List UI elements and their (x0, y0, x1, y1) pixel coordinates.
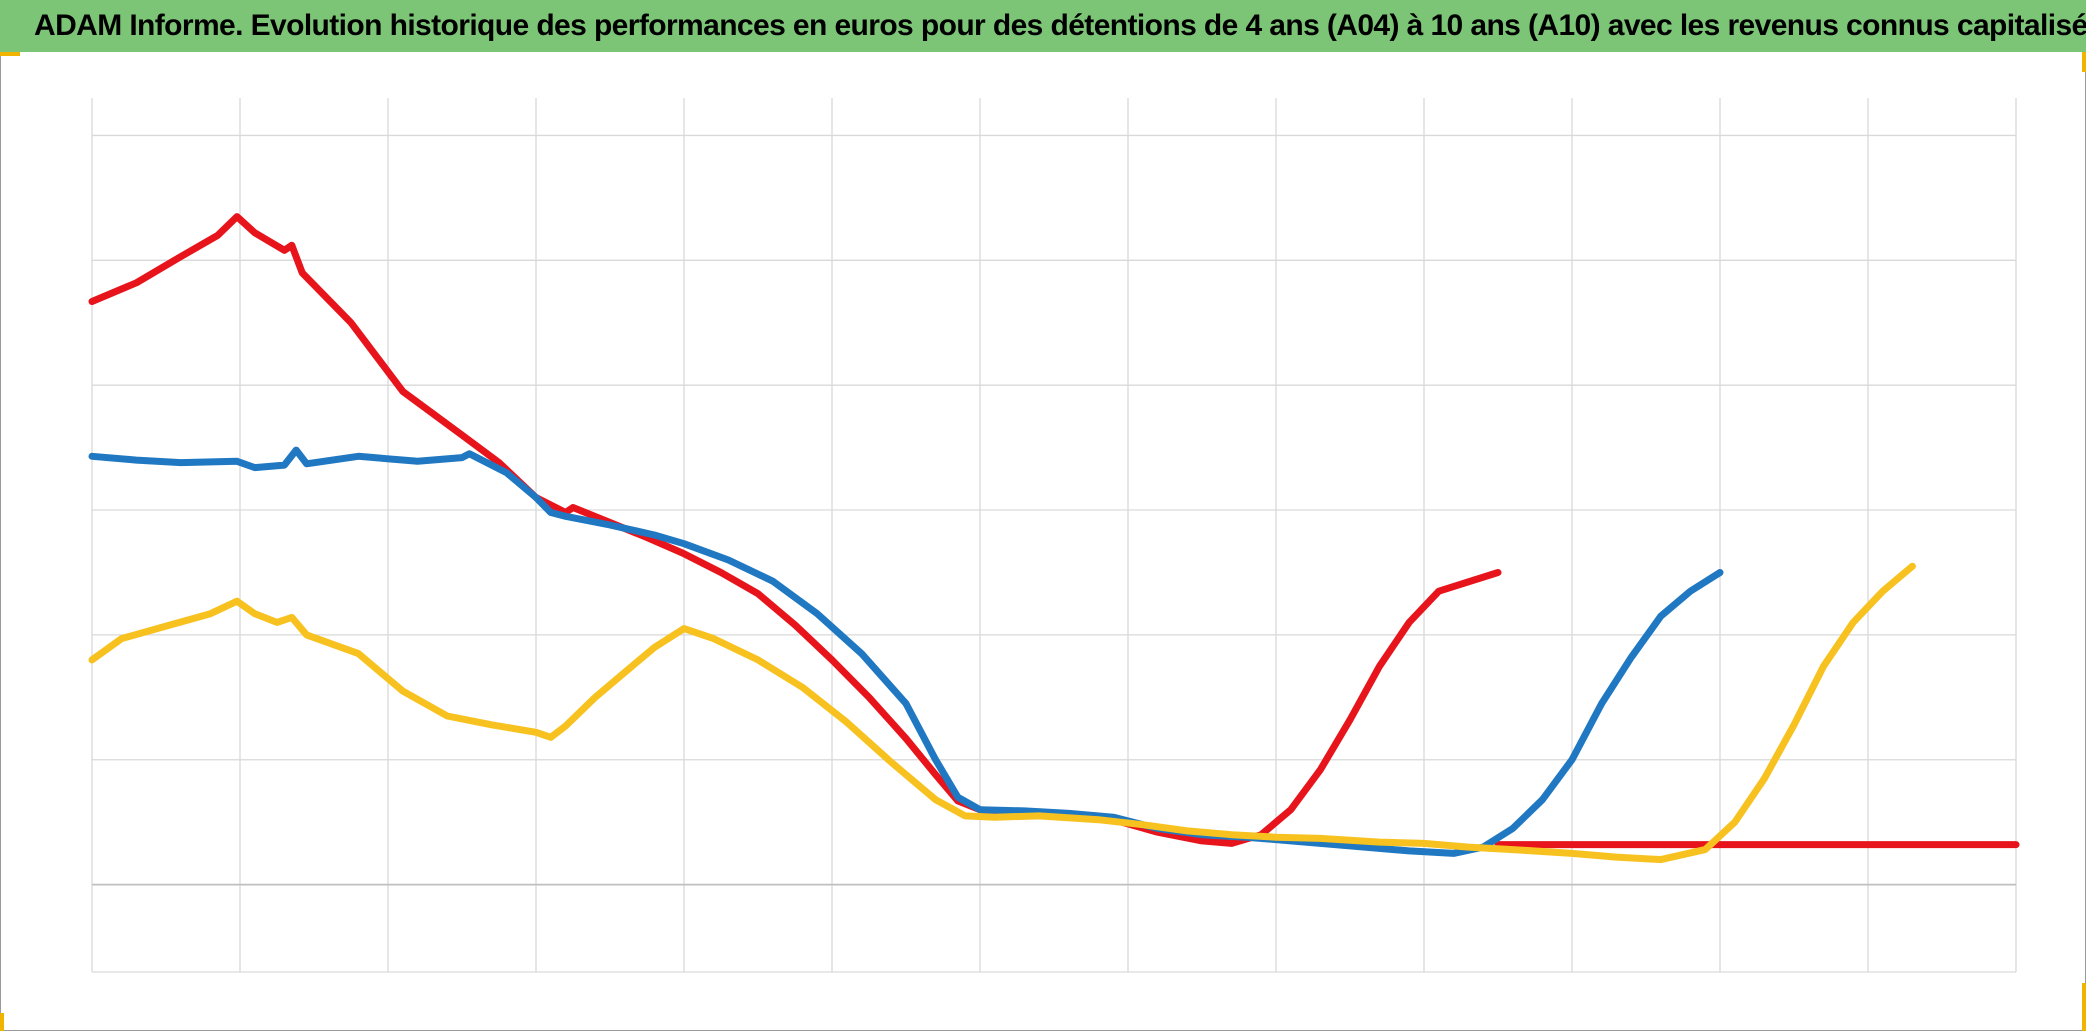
series-0 (88, 213, 2020, 849)
series-line-0 (88, 213, 2020, 849)
series-line-1 (88, 446, 1724, 857)
selection-handle-bottom-right[interactable] (2082, 983, 2086, 1031)
series-line-2 (88, 562, 1916, 864)
series-2 (88, 562, 1916, 864)
selection-handle-top-left[interactable] (0, 52, 20, 56)
selection-handle-bottom-left[interactable] (0, 1013, 4, 1031)
gridlines (91, 98, 2017, 973)
title-bar: ADAM Informe. Evolution historique des p… (0, 0, 2086, 52)
series-1 (88, 446, 1724, 857)
chart-title: ADAM Informe. Evolution historique des p… (34, 9, 2086, 42)
selection-handle-top-right[interactable] (2082, 52, 2086, 72)
